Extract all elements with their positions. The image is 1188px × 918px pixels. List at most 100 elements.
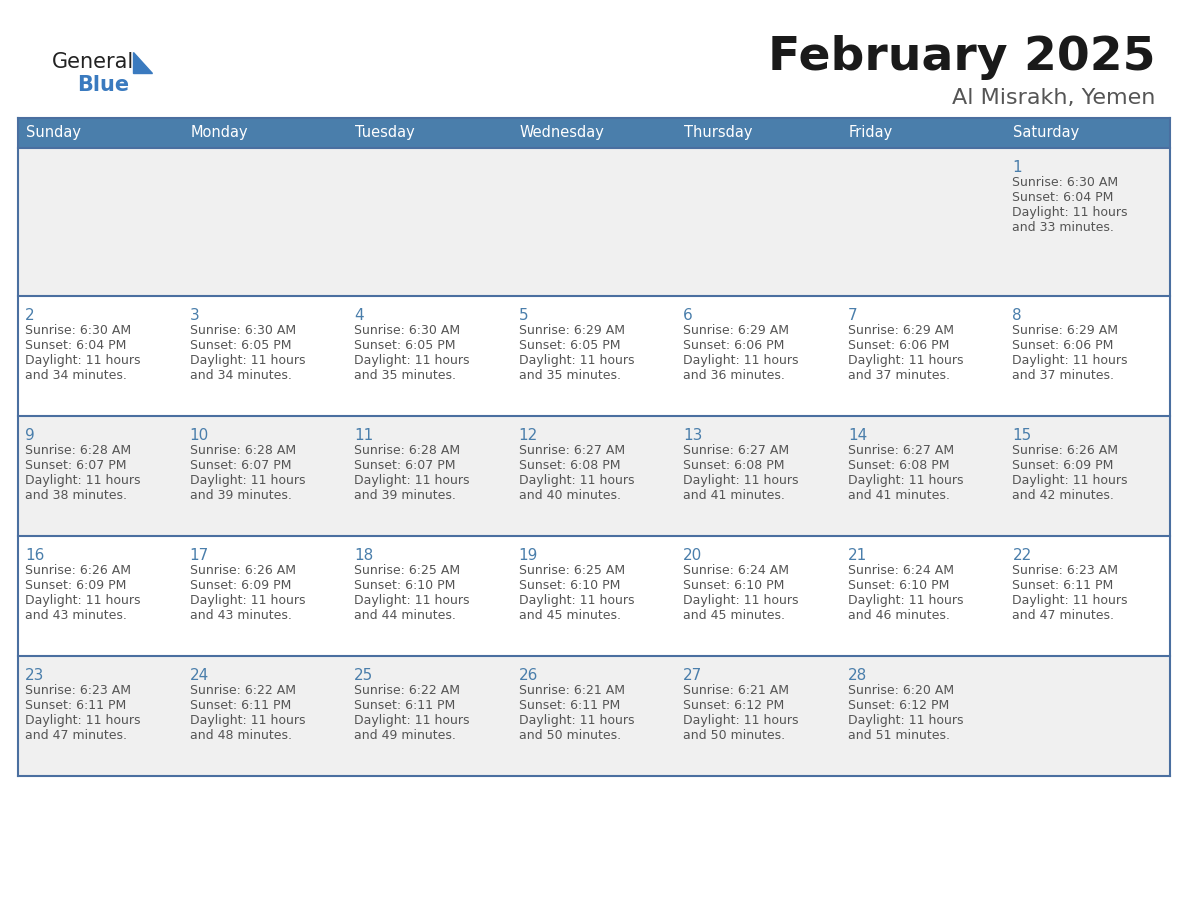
- Text: Sunset: 6:10 PM: Sunset: 6:10 PM: [848, 579, 949, 592]
- Text: Sunset: 6:06 PM: Sunset: 6:06 PM: [683, 339, 784, 352]
- Text: Daylight: 11 hours: Daylight: 11 hours: [190, 714, 305, 727]
- Bar: [18, 536, 1170, 656]
- Text: Sunrise: 6:27 AM: Sunrise: 6:27 AM: [848, 444, 954, 457]
- Text: Daylight: 11 hours: Daylight: 11 hours: [1012, 594, 1127, 607]
- Text: and 43 minutes.: and 43 minutes.: [25, 609, 127, 622]
- Text: Sunrise: 6:22 AM: Sunrise: 6:22 AM: [190, 684, 296, 697]
- Text: Sunrise: 6:29 AM: Sunrise: 6:29 AM: [1012, 324, 1118, 337]
- Text: 20: 20: [683, 548, 702, 563]
- Text: Daylight: 11 hours: Daylight: 11 hours: [25, 474, 140, 487]
- Text: Daylight: 11 hours: Daylight: 11 hours: [1012, 206, 1127, 219]
- Text: Sunrise: 6:21 AM: Sunrise: 6:21 AM: [683, 684, 789, 697]
- Text: 4: 4: [354, 308, 364, 323]
- Text: and 35 minutes.: and 35 minutes.: [354, 369, 456, 382]
- Bar: [18, 118, 1170, 148]
- Text: and 45 minutes.: and 45 minutes.: [683, 609, 785, 622]
- Text: Sunrise: 6:26 AM: Sunrise: 6:26 AM: [1012, 444, 1118, 457]
- Text: Sunset: 6:11 PM: Sunset: 6:11 PM: [354, 699, 455, 712]
- Text: Sunset: 6:07 PM: Sunset: 6:07 PM: [25, 459, 126, 472]
- Text: 11: 11: [354, 428, 373, 443]
- Text: 22: 22: [1012, 548, 1031, 563]
- Text: Sunset: 6:11 PM: Sunset: 6:11 PM: [519, 699, 620, 712]
- Text: 15: 15: [1012, 428, 1031, 443]
- Text: Sunrise: 6:24 AM: Sunrise: 6:24 AM: [848, 564, 954, 577]
- Text: and 47 minutes.: and 47 minutes.: [1012, 609, 1114, 622]
- Text: Friday: Friday: [849, 126, 893, 140]
- Bar: [18, 148, 1170, 296]
- Text: and 50 minutes.: and 50 minutes.: [683, 729, 785, 742]
- Text: 9: 9: [25, 428, 34, 443]
- Text: Sunset: 6:10 PM: Sunset: 6:10 PM: [519, 579, 620, 592]
- Text: Daylight: 11 hours: Daylight: 11 hours: [519, 354, 634, 367]
- Text: Daylight: 11 hours: Daylight: 11 hours: [190, 354, 305, 367]
- Text: and 45 minutes.: and 45 minutes.: [519, 609, 620, 622]
- Text: Sunrise: 6:27 AM: Sunrise: 6:27 AM: [519, 444, 625, 457]
- Text: Sunset: 6:05 PM: Sunset: 6:05 PM: [519, 339, 620, 352]
- Text: Sunset: 6:09 PM: Sunset: 6:09 PM: [25, 579, 126, 592]
- Text: and 41 minutes.: and 41 minutes.: [848, 489, 949, 502]
- Text: Sunrise: 6:29 AM: Sunrise: 6:29 AM: [683, 324, 789, 337]
- Text: Sunrise: 6:30 AM: Sunrise: 6:30 AM: [190, 324, 296, 337]
- Text: 3: 3: [190, 308, 200, 323]
- Text: Al Misrakh, Yemen: Al Misrakh, Yemen: [952, 88, 1155, 108]
- Text: 21: 21: [848, 548, 867, 563]
- Text: Sunrise: 6:23 AM: Sunrise: 6:23 AM: [1012, 564, 1118, 577]
- Text: Daylight: 11 hours: Daylight: 11 hours: [519, 474, 634, 487]
- Text: Blue: Blue: [77, 75, 129, 95]
- Text: Daylight: 11 hours: Daylight: 11 hours: [354, 594, 469, 607]
- Text: Daylight: 11 hours: Daylight: 11 hours: [519, 594, 634, 607]
- Text: 28: 28: [848, 668, 867, 683]
- Text: Sunrise: 6:25 AM: Sunrise: 6:25 AM: [519, 564, 625, 577]
- Text: Sunset: 6:08 PM: Sunset: 6:08 PM: [683, 459, 785, 472]
- Text: and 42 minutes.: and 42 minutes.: [1012, 489, 1114, 502]
- Text: Sunrise: 6:24 AM: Sunrise: 6:24 AM: [683, 564, 789, 577]
- Text: Daylight: 11 hours: Daylight: 11 hours: [683, 474, 798, 487]
- Text: and 38 minutes.: and 38 minutes.: [25, 489, 127, 502]
- Text: Sunrise: 6:30 AM: Sunrise: 6:30 AM: [354, 324, 460, 337]
- Text: 2: 2: [25, 308, 34, 323]
- Text: and 37 minutes.: and 37 minutes.: [848, 369, 950, 382]
- Text: Wednesday: Wednesday: [519, 126, 605, 140]
- Text: Sunset: 6:09 PM: Sunset: 6:09 PM: [1012, 459, 1114, 472]
- Text: Sunrise: 6:26 AM: Sunrise: 6:26 AM: [190, 564, 296, 577]
- Text: Daylight: 11 hours: Daylight: 11 hours: [848, 594, 963, 607]
- Text: Sunrise: 6:28 AM: Sunrise: 6:28 AM: [354, 444, 460, 457]
- Text: Daylight: 11 hours: Daylight: 11 hours: [25, 714, 140, 727]
- Text: and 47 minutes.: and 47 minutes.: [25, 729, 127, 742]
- Text: 10: 10: [190, 428, 209, 443]
- Text: Monday: Monday: [190, 126, 248, 140]
- Text: and 43 minutes.: and 43 minutes.: [190, 609, 291, 622]
- Text: Sunset: 6:11 PM: Sunset: 6:11 PM: [190, 699, 291, 712]
- Text: Sunrise: 6:29 AM: Sunrise: 6:29 AM: [519, 324, 625, 337]
- Text: Daylight: 11 hours: Daylight: 11 hours: [1012, 474, 1127, 487]
- Text: Daylight: 11 hours: Daylight: 11 hours: [25, 594, 140, 607]
- Text: Sunset: 6:09 PM: Sunset: 6:09 PM: [190, 579, 291, 592]
- Text: Sunset: 6:11 PM: Sunset: 6:11 PM: [1012, 579, 1113, 592]
- Text: 1: 1: [1012, 160, 1022, 175]
- Text: Daylight: 11 hours: Daylight: 11 hours: [683, 594, 798, 607]
- Text: Daylight: 11 hours: Daylight: 11 hours: [683, 714, 798, 727]
- Text: 24: 24: [190, 668, 209, 683]
- Text: 6: 6: [683, 308, 693, 323]
- Text: Daylight: 11 hours: Daylight: 11 hours: [190, 594, 305, 607]
- Text: Saturday: Saturday: [1013, 126, 1080, 140]
- Text: Daylight: 11 hours: Daylight: 11 hours: [848, 354, 963, 367]
- Text: Sunday: Sunday: [26, 126, 81, 140]
- Text: 19: 19: [519, 548, 538, 563]
- Text: Sunset: 6:05 PM: Sunset: 6:05 PM: [354, 339, 456, 352]
- Text: Sunset: 6:04 PM: Sunset: 6:04 PM: [1012, 191, 1114, 204]
- Text: Sunrise: 6:22 AM: Sunrise: 6:22 AM: [354, 684, 460, 697]
- Text: Sunrise: 6:23 AM: Sunrise: 6:23 AM: [25, 684, 131, 697]
- Text: Daylight: 11 hours: Daylight: 11 hours: [354, 354, 469, 367]
- Text: and 36 minutes.: and 36 minutes.: [683, 369, 785, 382]
- Bar: [18, 656, 1170, 776]
- Text: Sunset: 6:06 PM: Sunset: 6:06 PM: [1012, 339, 1114, 352]
- Text: 18: 18: [354, 548, 373, 563]
- Text: Sunrise: 6:28 AM: Sunrise: 6:28 AM: [190, 444, 296, 457]
- Text: 25: 25: [354, 668, 373, 683]
- Text: Daylight: 11 hours: Daylight: 11 hours: [190, 474, 305, 487]
- Text: Sunset: 6:08 PM: Sunset: 6:08 PM: [848, 459, 949, 472]
- Text: Sunset: 6:11 PM: Sunset: 6:11 PM: [25, 699, 126, 712]
- Text: Sunrise: 6:30 AM: Sunrise: 6:30 AM: [25, 324, 131, 337]
- Text: 7: 7: [848, 308, 858, 323]
